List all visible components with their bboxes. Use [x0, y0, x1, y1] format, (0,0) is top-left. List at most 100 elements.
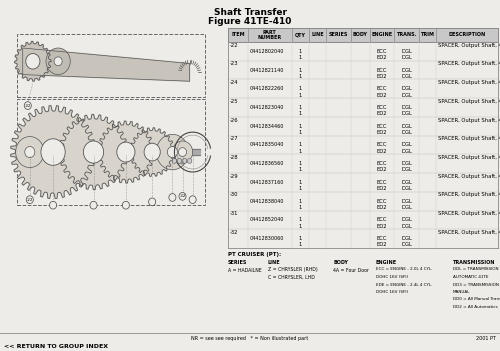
Text: DD3 = TRANSMISSION - 3-SPEED: DD3 = TRANSMISSION - 3-SPEED [453, 283, 500, 286]
Text: -31: -31 [230, 211, 238, 216]
Circle shape [172, 159, 176, 163]
Polygon shape [130, 128, 174, 177]
Circle shape [54, 57, 62, 66]
Text: DD2 = All Automatics: DD2 = All Automatics [453, 305, 498, 309]
Text: DGL: DGL [402, 143, 412, 147]
Text: 1: 1 [298, 124, 302, 129]
Text: DDL = TRANSMISSION - 4-SPD: DDL = TRANSMISSION - 4-SPD [453, 267, 500, 272]
Text: ECC: ECC [377, 143, 388, 147]
Text: DD0 = All Manual Transmissions: DD0 = All Manual Transmissions [453, 298, 500, 302]
Polygon shape [98, 121, 154, 183]
Text: SPACER, Output Shaft, 4.38mm: SPACER, Output Shaft, 4.38mm [438, 211, 500, 216]
Text: DGL: DGL [402, 124, 412, 129]
Text: ED2: ED2 [376, 111, 388, 116]
Text: ECC: ECC [377, 161, 388, 166]
Text: DOHC 16V (SFI): DOHC 16V (SFI) [376, 290, 408, 294]
Text: -28: -28 [230, 155, 238, 160]
Text: 1: 1 [298, 217, 302, 223]
Text: DESCRIPTION: DESCRIPTION [448, 33, 486, 38]
Text: ECC: ECC [377, 105, 388, 110]
Text: DGL: DGL [402, 105, 412, 110]
Text: TRANSMISSION: TRANSMISSION [453, 260, 496, 265]
Text: ECC: ECC [377, 199, 388, 204]
Text: ITEM: ITEM [231, 33, 245, 38]
Text: BODY: BODY [352, 33, 368, 38]
Text: Z = CHRYSLER (RHD): Z = CHRYSLER (RHD) [268, 267, 318, 272]
Text: 04412835040: 04412835040 [250, 143, 284, 147]
Text: 1: 1 [298, 205, 302, 210]
Text: -29: -29 [230, 174, 238, 179]
Text: -23: -23 [230, 61, 238, 66]
Text: 1: 1 [298, 93, 302, 98]
Text: -32: -32 [230, 230, 238, 235]
Text: -27: -27 [230, 136, 238, 141]
Polygon shape [22, 48, 190, 81]
Text: AUTOMATIC 41TE: AUTOMATIC 41TE [453, 275, 488, 279]
Text: 1: 1 [298, 186, 302, 191]
Text: DGL: DGL [402, 161, 412, 166]
Circle shape [169, 194, 176, 201]
Text: DGL: DGL [402, 49, 412, 54]
Circle shape [172, 141, 193, 163]
Text: DGL: DGL [402, 199, 412, 204]
Text: 04412834460: 04412834460 [250, 124, 284, 129]
Text: DGL: DGL [402, 243, 412, 247]
Text: -22: -22 [230, 42, 238, 48]
Text: SPACER, Output Shaft, 4.42mm: SPACER, Output Shaft, 4.42mm [438, 230, 500, 235]
Text: ED2: ED2 [376, 243, 388, 247]
Polygon shape [59, 114, 128, 190]
Text: -24: -24 [230, 80, 238, 85]
Text: DGL: DGL [402, 93, 412, 98]
Text: ED2: ED2 [376, 224, 388, 229]
Text: ECC: ECC [377, 49, 388, 54]
Text: SPACER, Output Shaft, 4.26mm: SPACER, Output Shaft, 4.26mm [438, 155, 500, 160]
Text: DOHC 16V (SFI): DOHC 16V (SFI) [376, 275, 408, 279]
Text: ED2: ED2 [376, 167, 388, 172]
Text: 04412830060: 04412830060 [250, 236, 284, 241]
Circle shape [26, 196, 34, 204]
Text: 1: 1 [298, 111, 302, 116]
Text: ECC: ECC [377, 124, 388, 129]
Text: NR = see see required   * = Non illustrated part: NR = see see required * = Non illustrate… [192, 336, 308, 341]
Circle shape [41, 139, 65, 165]
Text: 1: 1 [298, 236, 302, 241]
Text: 1: 1 [298, 49, 302, 54]
Text: SPACER, Output Shaft, 4.02mm: SPACER, Output Shaft, 4.02mm [438, 42, 500, 48]
Text: Shaft Transfer: Shaft Transfer [214, 8, 286, 17]
Text: DGL: DGL [402, 186, 412, 191]
Text: ECC = ENGINE - 2.0L 4 CYL.: ECC = ENGINE - 2.0L 4 CYL. [376, 267, 432, 272]
Text: 1: 1 [298, 180, 302, 185]
Text: -26: -26 [230, 118, 238, 122]
Text: DGL: DGL [402, 68, 412, 73]
Circle shape [50, 201, 56, 209]
Text: 04412802040: 04412802040 [250, 49, 284, 54]
Text: 04412837160: 04412837160 [250, 180, 284, 185]
Circle shape [122, 201, 130, 209]
Text: SPACER, Output Shaft, 4.18mm: SPACER, Output Shaft, 4.18mm [438, 118, 500, 122]
Text: ECC: ECC [377, 68, 388, 73]
Text: SPACER, Output Shaft, 4.34mm: SPACER, Output Shaft, 4.34mm [438, 192, 500, 198]
Text: ECC: ECC [377, 180, 388, 185]
Text: ENGINE: ENGINE [376, 260, 397, 265]
Text: SPACER, Output Shaft, 4.10mm: SPACER, Output Shaft, 4.10mm [438, 80, 500, 85]
Circle shape [189, 196, 196, 204]
Text: ENGINE: ENGINE [372, 33, 392, 38]
Text: DGL: DGL [402, 55, 412, 60]
Text: ED2: ED2 [376, 205, 388, 210]
Text: C = CHRYSLER, LHD: C = CHRYSLER, LHD [268, 275, 315, 280]
Text: 1: 1 [298, 224, 302, 229]
Text: ED2: ED2 [376, 55, 388, 60]
Circle shape [117, 142, 135, 162]
Text: -32: -32 [24, 104, 31, 107]
Text: 1: 1 [298, 55, 302, 60]
Text: 1: 1 [298, 86, 302, 91]
Text: DGL: DGL [402, 205, 412, 210]
Text: 1: 1 [298, 130, 302, 135]
Text: Figure 41TE-410: Figure 41TE-410 [208, 17, 292, 26]
Text: 04412822260: 04412822260 [250, 86, 284, 91]
Text: MANUAL: MANUAL [453, 290, 470, 294]
Text: 1: 1 [298, 143, 302, 147]
Text: ECC: ECC [377, 217, 388, 223]
Text: 04412852040: 04412852040 [250, 217, 284, 223]
Text: DGL: DGL [402, 149, 412, 154]
